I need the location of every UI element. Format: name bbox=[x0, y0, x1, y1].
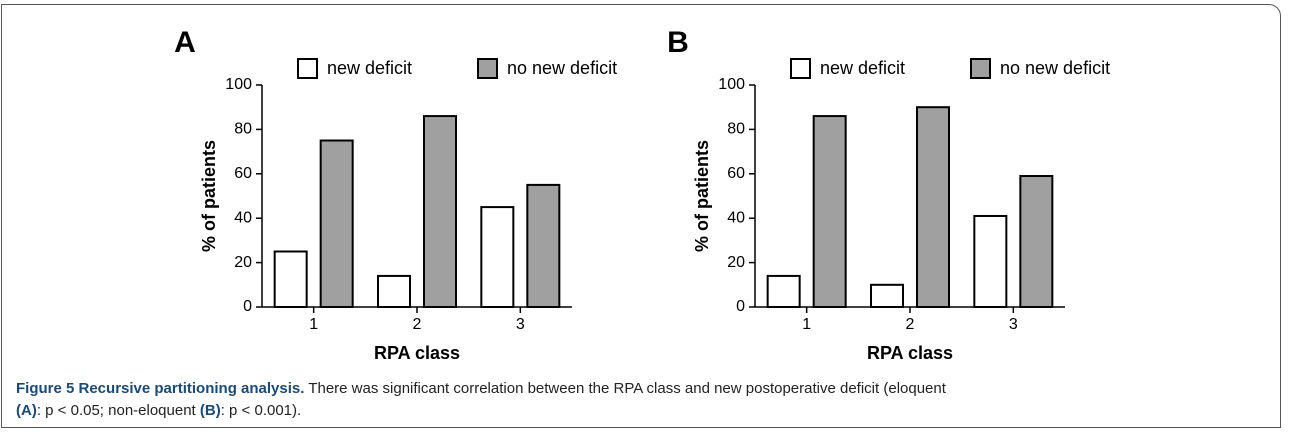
caption-text: (B) bbox=[199, 402, 221, 419]
panel-label: A bbox=[174, 26, 196, 59]
y-tick-label: 20 bbox=[234, 254, 252, 271]
y-tick-label: 0 bbox=[736, 298, 745, 315]
legend-swatch bbox=[477, 58, 498, 79]
y-tick-label: 80 bbox=[727, 121, 745, 138]
x-axis-label: RPA class bbox=[867, 343, 953, 363]
y-tick-label: 40 bbox=[727, 209, 745, 226]
bar bbox=[766, 274, 801, 309]
y-tick-label: 40 bbox=[234, 209, 252, 226]
bar bbox=[319, 139, 354, 308]
x-tick-label: 1 bbox=[802, 316, 811, 333]
caption-line: (A): p < 0.05; non-eloquent (B): p < 0.0… bbox=[16, 400, 946, 422]
caption-text: (A) bbox=[16, 402, 37, 419]
bar bbox=[973, 214, 1008, 308]
caption-text: : p < 0.001). bbox=[220, 402, 302, 419]
bar bbox=[812, 115, 847, 308]
bar bbox=[916, 106, 950, 308]
y-tick-label: 20 bbox=[727, 254, 745, 271]
caption-text: : p < 0.05; non-eloquent bbox=[36, 402, 200, 419]
x-tick-label: 3 bbox=[516, 316, 525, 333]
x-axis-label: RPA class bbox=[374, 343, 460, 363]
bar bbox=[377, 274, 411, 309]
y-axis-label: % of patients bbox=[199, 140, 219, 252]
caption-line: Figure 5 Recursive partitioning analysis… bbox=[16, 378, 946, 400]
figure-frame bbox=[1, 4, 1281, 428]
y-tick-label: 60 bbox=[727, 165, 745, 182]
x-tick-label: 3 bbox=[1009, 316, 1018, 333]
bar bbox=[870, 283, 904, 308]
x-tick-label: 2 bbox=[906, 316, 915, 333]
y-tick-label: 0 bbox=[243, 298, 252, 315]
legend-swatch bbox=[970, 58, 991, 79]
y-axis-label: % of patients bbox=[692, 140, 712, 252]
bar bbox=[526, 183, 561, 308]
y-tick-label: 100 bbox=[718, 76, 745, 93]
legend-label: no new deficit bbox=[507, 58, 617, 78]
bar bbox=[423, 115, 457, 308]
caption: Figure 5 Recursive partitioning analysis… bbox=[16, 378, 946, 422]
y-tick-label: 100 bbox=[225, 76, 252, 93]
legend-label: new deficit bbox=[820, 58, 905, 78]
x-tick-label: 1 bbox=[309, 316, 318, 333]
y-tick-label: 80 bbox=[234, 121, 252, 138]
caption-text: There was significant correlation betwee… bbox=[304, 380, 946, 397]
bar bbox=[1019, 175, 1054, 308]
y-tick-label: 60 bbox=[234, 165, 252, 182]
caption-text: Figure 5 Recursive partitioning analysis… bbox=[16, 380, 305, 397]
legend-label: new deficit bbox=[327, 58, 412, 78]
legend-swatch bbox=[297, 58, 318, 79]
bar bbox=[273, 250, 308, 308]
legend-label: no new deficit bbox=[1000, 58, 1110, 78]
legend-swatch bbox=[790, 58, 811, 79]
panel-label: B bbox=[667, 26, 689, 59]
bar bbox=[480, 206, 515, 309]
x-tick-label: 2 bbox=[413, 316, 422, 333]
